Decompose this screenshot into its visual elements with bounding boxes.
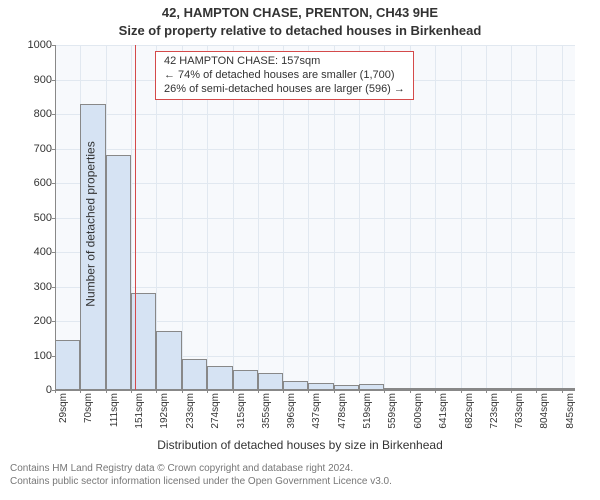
x-axis-line bbox=[55, 390, 575, 391]
x-tick-mark bbox=[207, 390, 208, 393]
x-tick-label: 723sqm bbox=[489, 393, 500, 443]
y-tick-mark bbox=[52, 218, 55, 219]
x-tick-label: 355sqm bbox=[261, 393, 272, 443]
attribution-line1: Contains HM Land Registry data © Crown c… bbox=[10, 462, 590, 475]
y-tick-mark bbox=[52, 80, 55, 81]
x-tick-mark bbox=[384, 390, 385, 393]
gridline-horizontal bbox=[55, 218, 575, 219]
gridline-vertical bbox=[536, 45, 537, 390]
x-tick-label: 233sqm bbox=[185, 393, 196, 443]
x-tick-mark bbox=[486, 390, 487, 393]
gridline-horizontal bbox=[55, 252, 575, 253]
y-tick-label: 800 bbox=[7, 108, 52, 120]
x-tick-mark bbox=[131, 390, 132, 393]
x-tick-label: 396sqm bbox=[286, 393, 297, 443]
x-tick-mark bbox=[258, 390, 259, 393]
histogram-bar bbox=[55, 340, 80, 390]
x-tick-mark bbox=[283, 390, 284, 393]
x-tick-mark bbox=[562, 390, 563, 393]
x-tick-label: 274sqm bbox=[210, 393, 221, 443]
x-tick-label: 845sqm bbox=[565, 393, 576, 443]
y-axis-label: Number of detached properties bbox=[84, 141, 98, 306]
x-tick-mark bbox=[536, 390, 537, 393]
y-tick-label: 500 bbox=[7, 212, 52, 224]
x-tick-label: 641sqm bbox=[438, 393, 449, 443]
histogram-bar bbox=[182, 359, 207, 390]
x-tick-mark bbox=[461, 390, 462, 393]
y-tick-label: 1000 bbox=[7, 39, 52, 51]
gridline-horizontal bbox=[55, 45, 575, 46]
x-tick-label: 559sqm bbox=[387, 393, 398, 443]
gridline-vertical bbox=[486, 45, 487, 390]
histogram-bar bbox=[283, 381, 308, 390]
reference-line bbox=[135, 45, 136, 390]
gridline-horizontal bbox=[55, 287, 575, 288]
x-tick-mark bbox=[511, 390, 512, 393]
y-axis-line bbox=[55, 45, 56, 390]
x-tick-label: 111sqm bbox=[109, 393, 120, 443]
y-tick-label: 400 bbox=[7, 246, 52, 258]
x-tick-mark bbox=[156, 390, 157, 393]
x-tick-mark bbox=[182, 390, 183, 393]
y-tick-mark bbox=[52, 149, 55, 150]
x-tick-mark bbox=[308, 390, 309, 393]
histogram-bar bbox=[308, 383, 333, 390]
gridline-vertical bbox=[461, 45, 462, 390]
x-tick-label: 600sqm bbox=[413, 393, 424, 443]
y-tick-label: 100 bbox=[7, 350, 52, 362]
x-tick-label: 478sqm bbox=[337, 393, 348, 443]
x-tick-mark bbox=[359, 390, 360, 393]
chart-title-line1: 42, HAMPTON CHASE, PRENTON, CH43 9HE bbox=[0, 5, 600, 20]
x-tick-label: 804sqm bbox=[539, 393, 550, 443]
x-tick-label: 315sqm bbox=[236, 393, 247, 443]
histogram-bar bbox=[233, 370, 258, 390]
gridline-horizontal bbox=[55, 183, 575, 184]
y-tick-mark bbox=[52, 183, 55, 184]
callout-line1: 42 HAMPTON CHASE: 157sqm bbox=[164, 55, 405, 69]
y-tick-mark bbox=[52, 287, 55, 288]
x-tick-label: 519sqm bbox=[362, 393, 373, 443]
chart-container: { "title_line1": "42, HAMPTON CHASE, PRE… bbox=[0, 0, 600, 500]
callout-line2: ← 74% of detached houses are smaller (1,… bbox=[164, 69, 405, 83]
gridline-vertical bbox=[435, 45, 436, 390]
y-tick-mark bbox=[52, 356, 55, 357]
x-tick-label: 192sqm bbox=[159, 393, 170, 443]
y-tick-label: 700 bbox=[7, 143, 52, 155]
x-tick-mark bbox=[233, 390, 234, 393]
attribution-line2: Contains public sector information licen… bbox=[10, 475, 590, 488]
y-tick-mark bbox=[52, 252, 55, 253]
x-tick-mark bbox=[80, 390, 81, 393]
chart-title-line2: Size of property relative to detached ho… bbox=[0, 23, 600, 38]
histogram-bar bbox=[106, 155, 131, 390]
gridline-horizontal bbox=[55, 149, 575, 150]
y-tick-label: 0 bbox=[7, 384, 52, 396]
histogram-bar bbox=[156, 331, 181, 390]
x-tick-mark bbox=[106, 390, 107, 393]
histogram-bar bbox=[207, 366, 232, 390]
x-tick-mark bbox=[334, 390, 335, 393]
x-tick-mark bbox=[435, 390, 436, 393]
x-tick-label: 763sqm bbox=[514, 393, 525, 443]
y-tick-mark bbox=[52, 321, 55, 322]
y-tick-label: 300 bbox=[7, 281, 52, 293]
attribution-text: Contains HM Land Registry data © Crown c… bbox=[10, 462, 590, 488]
callout-line3: 26% of semi-detached houses are larger (… bbox=[164, 83, 405, 97]
x-tick-label: 70sqm bbox=[83, 393, 94, 443]
histogram-bar bbox=[258, 373, 283, 390]
x-tick-label: 151sqm bbox=[134, 393, 145, 443]
y-tick-mark bbox=[52, 45, 55, 46]
x-tick-label: 29sqm bbox=[58, 393, 69, 443]
x-tick-mark bbox=[410, 390, 411, 393]
x-tick-mark bbox=[55, 390, 56, 393]
y-tick-mark bbox=[52, 114, 55, 115]
gridline-vertical bbox=[511, 45, 512, 390]
callout-box: 42 HAMPTON CHASE: 157sqm ← 74% of detach… bbox=[155, 51, 414, 100]
y-tick-label: 600 bbox=[7, 177, 52, 189]
x-tick-label: 437sqm bbox=[311, 393, 322, 443]
y-tick-label: 200 bbox=[7, 315, 52, 327]
gridline-vertical bbox=[562, 45, 563, 390]
y-tick-label: 900 bbox=[7, 74, 52, 86]
gridline-horizontal bbox=[55, 114, 575, 115]
x-tick-label: 682sqm bbox=[464, 393, 475, 443]
